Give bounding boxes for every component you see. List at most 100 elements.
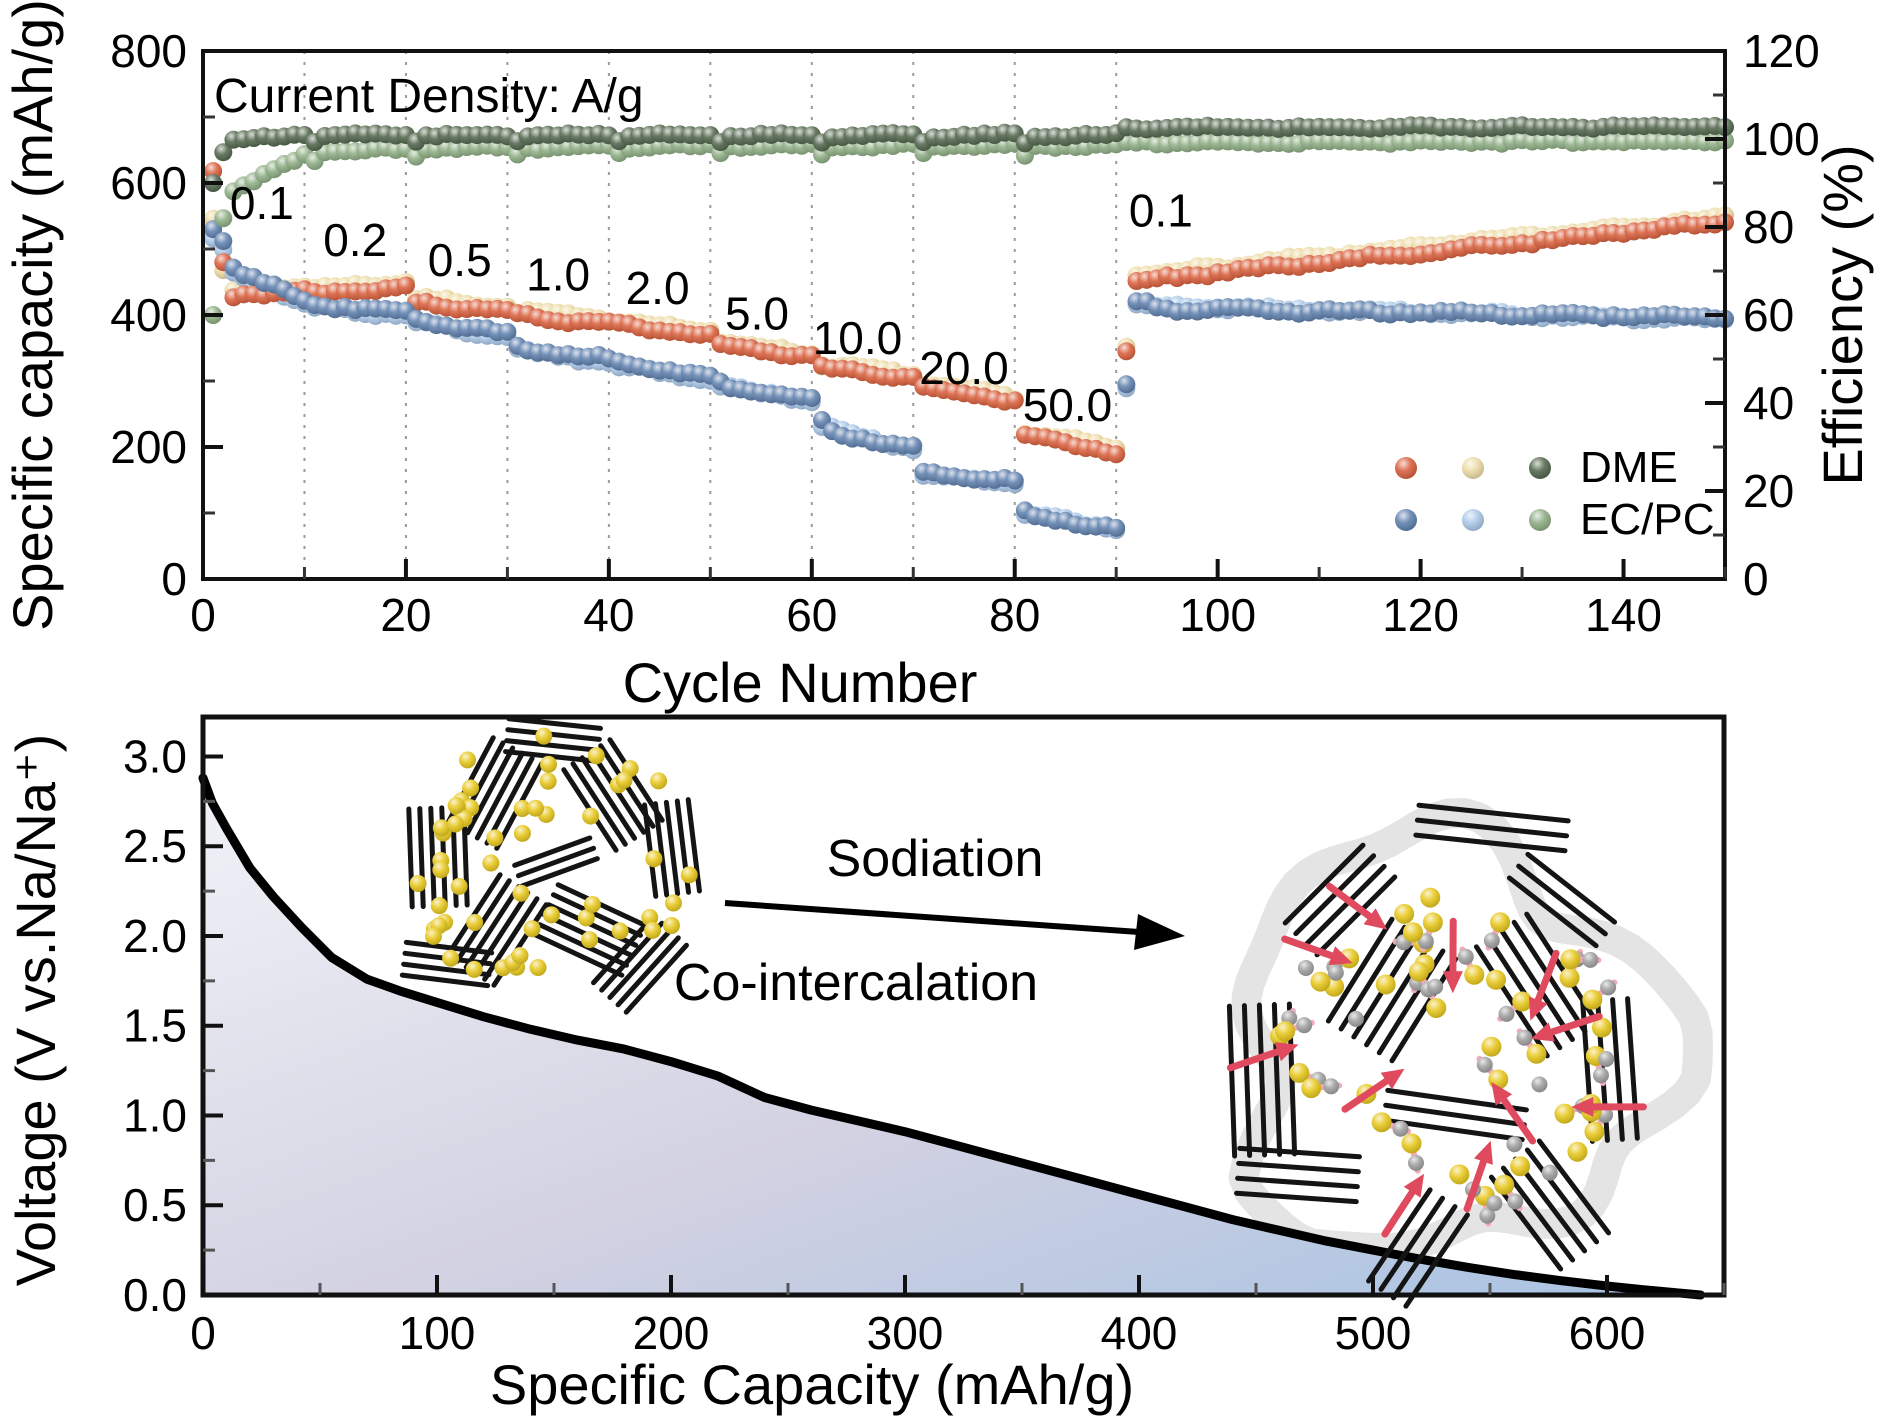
graphene-layer	[1536, 1138, 1612, 1236]
graphene-layer	[1625, 996, 1640, 1141]
graphene-layer	[1237, 1145, 1362, 1160]
na-ion	[542, 906, 560, 924]
graphene-layer	[1236, 1160, 1361, 1175]
tick-label: 40	[1743, 377, 1794, 429]
rate-label: 10.0	[813, 312, 903, 364]
na-ion	[1464, 964, 1485, 985]
top-y-axis-title-left: Specific capacity (mAh/g)	[1, 0, 64, 631]
graphene-layer	[1385, 1087, 1529, 1113]
na-ion	[482, 854, 500, 872]
graphene-layer	[417, 806, 426, 910]
na-ion	[1486, 969, 1507, 990]
legend-marker	[1529, 457, 1551, 479]
graphene-layer	[465, 745, 516, 836]
graphene-layer	[406, 806, 415, 910]
na-ion	[409, 875, 427, 893]
graphene-layer	[512, 835, 593, 868]
rate-label: 0.1	[230, 177, 294, 229]
graphene-layer	[472, 890, 531, 976]
na-ion	[1494, 1174, 1515, 1195]
tick-label: 200	[110, 421, 187, 473]
graphene-layer	[1256, 1002, 1268, 1158]
na-ion	[1275, 1021, 1296, 1042]
na-ion	[486, 829, 504, 847]
solvent-molecule	[1347, 1010, 1364, 1027]
na-ion	[511, 947, 529, 965]
solvent-molecule	[1498, 1005, 1515, 1022]
tick-label: 140	[1585, 589, 1662, 641]
na-ion	[539, 772, 557, 790]
rate-label: 0.2	[323, 214, 387, 266]
graphene-layer-group	[1381, 1087, 1529, 1143]
graphene-layer	[1499, 927, 1575, 1043]
data-point	[214, 232, 233, 251]
graphene-layer	[615, 935, 681, 1008]
graphene-layer	[1381, 1117, 1525, 1143]
rate-label: 0.1	[1129, 185, 1193, 237]
na-ion	[1420, 887, 1441, 908]
na-ion	[611, 922, 629, 940]
na-ion	[523, 920, 541, 938]
solvent-molecule	[1598, 1051, 1615, 1068]
graphene-layer	[1293, 853, 1377, 937]
graphene-layer	[623, 942, 689, 1015]
graphene-layer	[1610, 997, 1625, 1142]
graphene-layer	[652, 801, 670, 898]
na-ion	[1375, 974, 1396, 995]
na-ion	[1554, 1103, 1575, 1124]
data-point	[396, 276, 415, 295]
graphene-layer	[482, 896, 540, 982]
solvent-molecule	[1327, 964, 1344, 981]
tick-label: 600	[1569, 1307, 1646, 1359]
na-ion	[1512, 991, 1533, 1012]
solvent-molecule	[1296, 1017, 1313, 1034]
tick-label: 400	[110, 289, 187, 341]
ion-flux-arrow	[1226, 1042, 1299, 1072]
graphene-layer	[484, 755, 535, 846]
ion-flux-arrow	[1442, 917, 1463, 994]
na-ion	[1408, 961, 1429, 982]
tick-label: 0	[161, 553, 187, 605]
rate-label: 0.5	[428, 234, 492, 286]
graphene-layer	[1389, 956, 1459, 1064]
data-point	[214, 143, 233, 162]
na-ion	[535, 727, 553, 745]
na-ion	[1582, 989, 1603, 1010]
solvent-molecule	[1483, 932, 1500, 949]
bottom-chart-axes	[200, 714, 1727, 1298]
na-ion	[1422, 912, 1443, 933]
bottom-chart-tick-labels: 0 100 200 300 400 500 600 0.0 0.5 1.0 1.5 2.0 2.5 3.0	[123, 730, 1645, 1359]
scatter-series	[204, 116, 1734, 540]
top-x-axis-title: Cycle Number	[623, 651, 978, 714]
na-ion	[645, 850, 663, 868]
discharge-curve-area	[198, 773, 1706, 1300]
na-ion	[582, 807, 600, 825]
graphene-layer-group	[1506, 851, 1618, 949]
na-ion	[664, 894, 682, 912]
graphene-layer	[1416, 802, 1571, 824]
bottom-y-axis-title: Voltage (V vs.Na/Na⁺)	[4, 734, 67, 1286]
graphene-layer-group	[1413, 802, 1571, 854]
graphene-layer-group	[1234, 1145, 1362, 1205]
tick-label: 60	[1743, 289, 1794, 341]
na-ion	[615, 771, 633, 789]
graphene-layer	[1378, 1195, 1446, 1292]
sodiation-label: Sodiation	[827, 830, 1044, 888]
current-density-rate-labels: 0.1 0.2 0.5 1.0 2.0 5.0 10.0 20.0 50.0 0.1	[230, 177, 1193, 431]
na-ion	[1402, 922, 1423, 943]
data-point	[1117, 375, 1136, 394]
na-ion	[1310, 971, 1331, 992]
graphene-layer-group	[1282, 842, 1398, 958]
graphene-layer	[1303, 863, 1387, 947]
graphene-layer	[474, 750, 525, 841]
na-ion	[1560, 949, 1581, 970]
na-ion	[540, 755, 558, 773]
top-chart-tick-labels: 0 20 40 60 80 100 120 140 0 200 400 600 800 0 20 40 60 80…	[110, 25, 1820, 641]
legend-label-dme: DME	[1580, 443, 1678, 492]
tick-label: 300	[867, 1307, 944, 1359]
na-ion	[662, 916, 680, 934]
na-ion	[513, 799, 531, 817]
tick-label: 120	[1382, 589, 1459, 641]
ion-flux-arrow	[1326, 882, 1388, 930]
series-ec-pc-efficiency	[204, 130, 1734, 324]
